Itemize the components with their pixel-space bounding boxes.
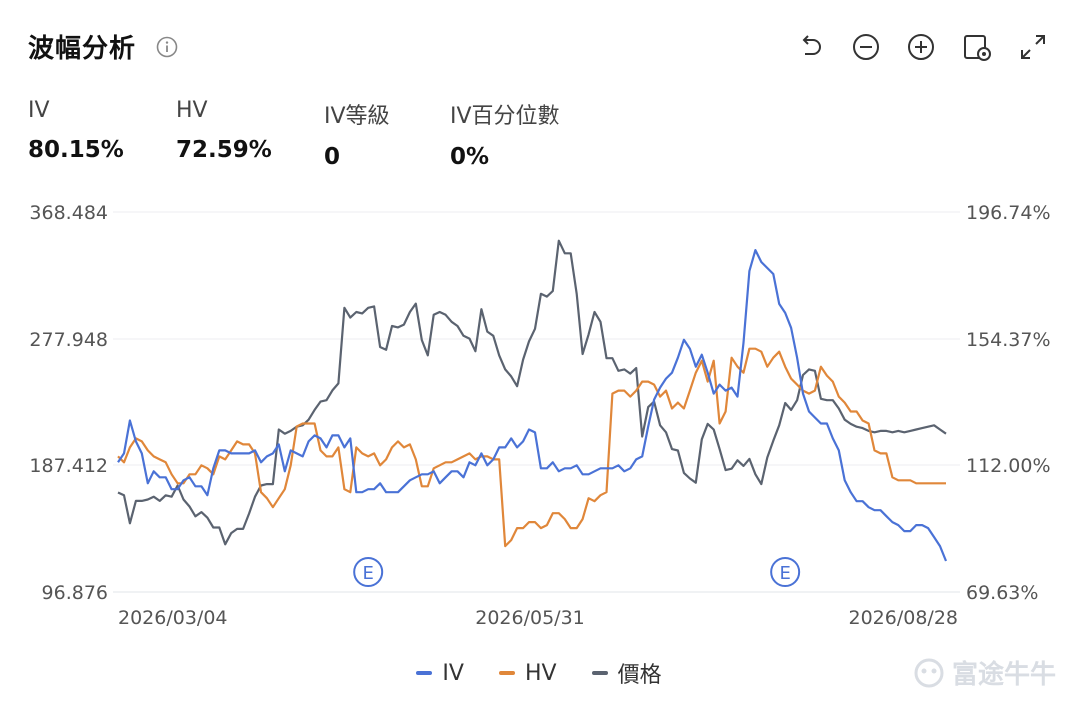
stat-iv-percentile: IV百分位數 0%: [450, 98, 560, 170]
earnings-marker-label: E: [362, 563, 373, 584]
stat-value: 72.59%: [176, 137, 272, 163]
right-tick-label: 154.37%: [966, 329, 1051, 351]
right-tick-label: 196.74%: [966, 202, 1051, 224]
legend-item-price[interactable]: 價格: [591, 657, 662, 689]
x-tick-label: 2026/05/31: [475, 607, 585, 629]
stat-hv: HV 72.59%: [176, 98, 272, 163]
legend-swatch: [591, 671, 608, 675]
price-line: [117, 239, 947, 546]
right-tick-label: 69.63%: [966, 582, 1038, 604]
legend-label: IV: [442, 660, 464, 686]
stat-value: 0%: [450, 144, 490, 170]
legend-item-iv[interactable]: IV: [416, 661, 464, 686]
legend-label: 價格: [617, 663, 662, 688]
stat-value: 0: [324, 144, 341, 170]
brand-logo-icon: [914, 658, 944, 687]
settings-icon[interactable]: [962, 32, 992, 62]
x-tick-label: 2026/03/04: [118, 607, 228, 629]
x-tick-label: 2026/08/28: [848, 607, 958, 629]
left-tick-label: 96.876: [42, 582, 108, 604]
stat-value: 80.15%: [28, 137, 124, 163]
left-tick-label: 187.412: [29, 455, 108, 477]
zoom-in-icon[interactable]: [906, 32, 936, 62]
zoom-out-icon[interactable]: [851, 32, 881, 62]
earnings-marker-label: E: [779, 563, 790, 584]
stat-label: IV: [28, 98, 50, 123]
legend-label: HV: [524, 660, 557, 686]
iv-line: [117, 249, 948, 562]
left-tick-label: 368.484: [29, 202, 108, 224]
legend: IV HV 價格: [0, 656, 1078, 689]
earnings-marker: [770, 557, 801, 587]
brand-text: 富途牛牛: [951, 660, 1056, 690]
brand-watermark: 富途牛牛: [912, 654, 1056, 691]
info-icon[interactable]: [156, 36, 178, 58]
stat-label: IV等級: [324, 104, 390, 129]
stat-iv: IV 80.15%: [28, 98, 124, 163]
stat-label: IV百分位數: [450, 104, 560, 129]
earnings-marker: [353, 557, 384, 587]
page-title: 波幅分析: [28, 34, 137, 64]
stat-iv-rank: IV等級 0: [324, 98, 390, 170]
legend-swatch: [498, 671, 515, 675]
left-tick-label: 277.948: [29, 329, 108, 351]
undo-icon[interactable]: [795, 32, 825, 62]
hv-line: [117, 347, 946, 548]
legend-item-hv[interactable]: HV: [498, 660, 557, 686]
legend-swatch: [416, 671, 433, 675]
right-tick-label: 112.00%: [966, 455, 1051, 477]
expand-icon[interactable]: [1018, 32, 1048, 62]
stat-label: HV: [176, 98, 208, 123]
